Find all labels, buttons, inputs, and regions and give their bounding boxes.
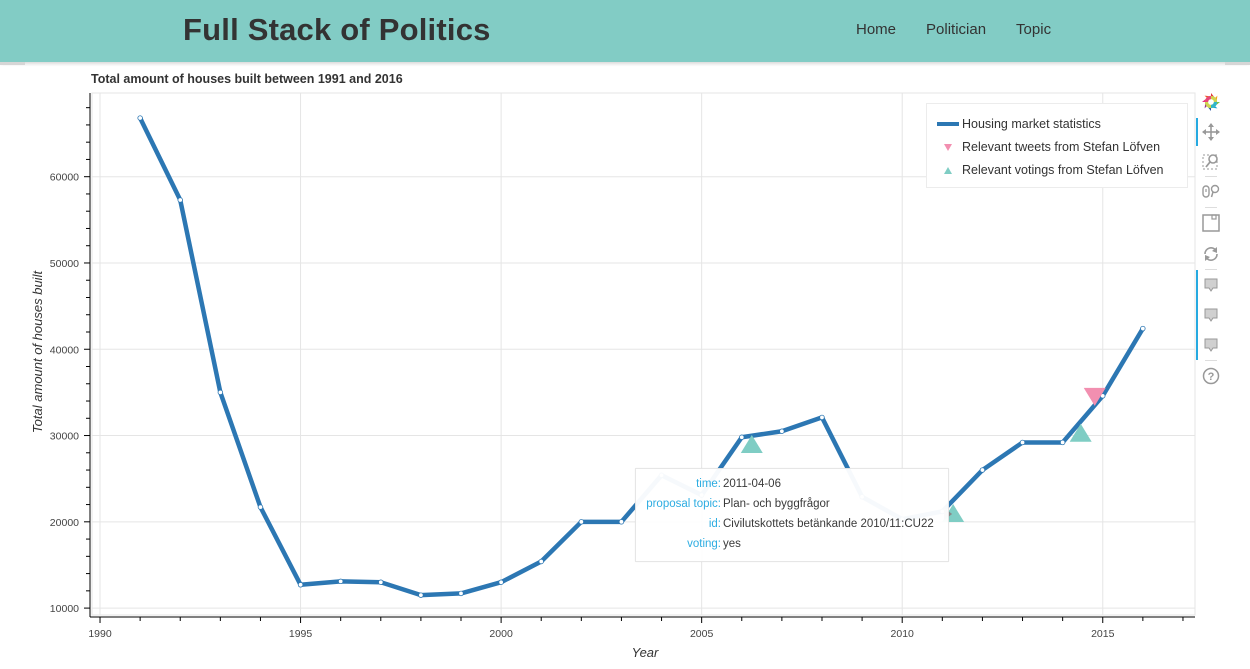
hover-active-indicator (1196, 270, 1198, 360)
x-tick-label: 1990 (88, 628, 112, 640)
tooltip-key: time: (696, 478, 721, 490)
housing-data-point[interactable] (1019, 439, 1026, 446)
toolbar-separator (1205, 176, 1217, 177)
navbar: Full Stack of Politics Home Politician T… (0, 0, 1250, 65)
housing-data-point[interactable] (458, 590, 464, 597)
legend-label: Relevant tweets from Stefan Löfven (962, 140, 1161, 154)
legend-label: Housing market statistics (962, 117, 1101, 131)
svg-text:?: ? (1208, 371, 1215, 383)
housing-data-point[interactable] (257, 504, 264, 510)
navbar-shadow-right (1225, 62, 1250, 65)
hover-icon[interactable] (1200, 304, 1222, 326)
housing-data-point[interactable] (337, 578, 344, 585)
tooltip-key: id: (708, 518, 721, 530)
y-tick-label: 60000 (50, 172, 79, 184)
nav-links: Home Politician Topic (856, 21, 1081, 38)
hover-tooltip: time: 2011-04-06 proposal topic: Plan- o… (635, 468, 949, 562)
housing-data-point[interactable] (177, 197, 183, 203)
toolbar-separator (1205, 207, 1217, 208)
voting-marker[interactable] (740, 435, 763, 454)
x-tick-label: 2010 (891, 628, 915, 640)
tooltip-key: proposal topic: (646, 498, 721, 510)
housing-data-point[interactable] (418, 592, 424, 598)
housing-data-point[interactable] (137, 115, 143, 121)
housing-data-point[interactable] (618, 519, 625, 525)
pan-icon[interactable] (1200, 121, 1222, 143)
legend-triangle-swatch (944, 167, 952, 174)
legend-inverted-triangle-swatch (944, 144, 952, 151)
save-icon[interactable] (1200, 212, 1222, 234)
x-tick-label: 2015 (1091, 628, 1115, 640)
axes: 1990 1995 2000 2005 2010 2015 10000 20000 30000 4… (50, 93, 1195, 640)
housing-data-point[interactable] (739, 434, 745, 440)
toolbar-separator (1205, 360, 1217, 361)
housing-data-point[interactable] (217, 389, 224, 396)
tooltip-value: 2011-04-06 (723, 478, 781, 490)
y-tick-label: 30000 (50, 431, 79, 443)
x-tick-label: 2005 (690, 628, 714, 640)
bokeh-logo-icon[interactable] (1200, 91, 1222, 113)
tooltip-row-voting: voting: yes (636, 538, 948, 556)
housing-data-point[interactable] (538, 558, 544, 565)
legend-line-swatch (937, 122, 959, 126)
x-tick-label: 1995 (289, 628, 313, 640)
legend-label: Relevant votings from Stefan Löfven (962, 163, 1164, 177)
housing-data-point[interactable] (819, 414, 825, 421)
help-icon[interactable]: ? (1200, 365, 1222, 387)
reset-icon[interactable] (1200, 243, 1222, 265)
nav-link-topic[interactable]: Topic (1016, 21, 1052, 38)
tooltip-key: voting: (687, 538, 721, 550)
y-tick-label: 40000 (50, 344, 79, 356)
tooltip-row-id: id: Civilutskottets betänkande 2010/11:C… (636, 518, 948, 536)
pan-active-indicator (1196, 118, 1198, 146)
voting-marker[interactable] (1069, 423, 1092, 442)
y-axis-label: Total amount of houses built (30, 270, 45, 434)
tooltip-row-time: time: 2011-04-06 (636, 478, 948, 496)
x-tick-label: 2000 (489, 628, 513, 640)
housing-data-point[interactable] (1059, 439, 1066, 446)
hover-icon[interactable] (1200, 334, 1222, 356)
tweet-marker[interactable] (1083, 387, 1106, 406)
box-zoom-icon[interactable] (1200, 150, 1222, 172)
brand-title[interactable]: Full Stack of Politics (183, 12, 491, 47)
plot-frame (91, 92, 1196, 616)
navbar-shadow-left (0, 62, 25, 65)
tooltip-row-proposal-topic: proposal topic: Plan- och byggfrågor (636, 498, 948, 516)
y-tick-label: 50000 (50, 258, 79, 270)
nav-link-home[interactable]: Home (856, 21, 897, 38)
housing-data-point[interactable] (378, 579, 384, 585)
legend: Housing market statistics Relevant tweet… (926, 103, 1188, 188)
tooltip-value: yes (723, 538, 741, 550)
housing-data-point[interactable] (979, 467, 986, 473)
tooltip-value: Plan- och byggfrågor (723, 498, 830, 510)
housing-data-point[interactable] (578, 519, 585, 525)
wheel-zoom-icon[interactable] (1200, 181, 1222, 203)
housing-data-point[interactable] (1140, 325, 1146, 332)
housing-data-point[interactable] (498, 579, 504, 585)
housing-data-point[interactable] (779, 428, 785, 434)
nav-link-politician[interactable]: Politician (926, 21, 987, 38)
grid (91, 92, 1196, 616)
housing-data-point[interactable] (297, 582, 304, 588)
x-axis-label: Year (632, 645, 659, 660)
tooltip-value: Civilutskottets betänkande 2010/11:CU22 (723, 518, 934, 530)
chart-toolbar: ? (1196, 90, 1226, 390)
hover-icon[interactable] (1200, 274, 1222, 296)
y-tick-label: 20000 (50, 517, 79, 529)
chart-title: Total amount of houses built between 199… (91, 72, 403, 86)
toolbar-separator (1205, 269, 1217, 270)
y-tick-label: 10000 (50, 603, 79, 615)
